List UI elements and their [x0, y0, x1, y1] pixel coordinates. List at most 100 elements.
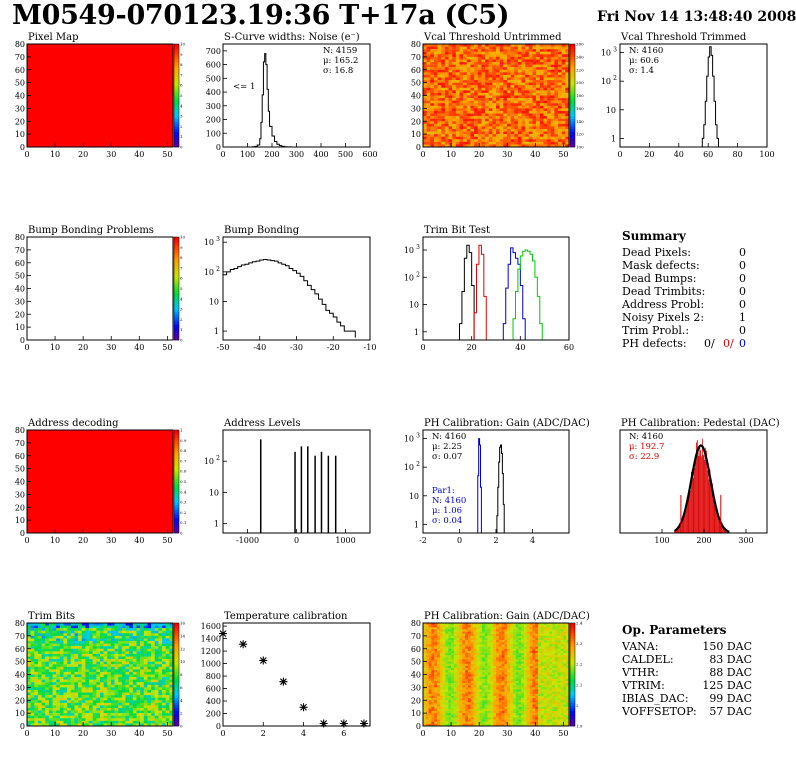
heatmap-cell: [466, 131, 471, 135]
heatmap-cell: [550, 126, 555, 130]
heatmap-cell: [423, 661, 427, 664]
colorbar-cell: [174, 674, 179, 678]
heatmap-cell: [63, 692, 68, 696]
colorbar-cell: [174, 453, 179, 457]
heatmap-cell: [169, 635, 174, 639]
colorbar-tick-label: 140: [576, 119, 584, 124]
heatmap-cell: [426, 134, 431, 137]
heatmap-cell: [506, 95, 511, 99]
heatmap-cell: [514, 105, 519, 109]
colorbar-cell: [174, 139, 179, 143]
heatmap-cell: [121, 638, 126, 642]
colorbar-cell: [174, 311, 179, 315]
colorbar-cell: [174, 126, 179, 130]
heatmap-cell: [121, 707, 126, 711]
heatmap-cell: [473, 717, 477, 720]
heatmap-cell: [565, 49, 570, 52]
heatmap-cell: [59, 633, 64, 637]
heatmap-cell: [92, 669, 97, 673]
y-tick-label: 1: [214, 327, 219, 336]
heatmap-cell: [473, 627, 477, 630]
heatmap-cell: [30, 661, 35, 665]
heatmap-cell: [147, 682, 152, 685]
heatmap-cell: [444, 128, 449, 132]
heatmap-cell: [503, 134, 508, 137]
heatmap-cell: [451, 672, 455, 675]
heatmap-cell: [428, 708, 432, 712]
heatmap-cell: [423, 687, 427, 690]
heatmap-cell: [528, 139, 533, 143]
heatmap-cell: [121, 648, 126, 652]
heatmap-cell: [452, 141, 457, 145]
heatmap-cell: [462, 683, 466, 686]
colorbar-cell: [174, 316, 179, 320]
heatmap-cell: [442, 638, 446, 641]
heatmap-cell: [474, 62, 478, 65]
heatmap-cell: [442, 691, 446, 695]
heatmap-cell: [48, 669, 53, 673]
colorbar-tick-label: 160: [576, 106, 584, 111]
heatmap-cell: [45, 720, 50, 724]
heatmap-cell: [499, 49, 504, 52]
heatmap-cell: [514, 46, 519, 50]
heatmap-cell: [485, 46, 489, 50]
heatmap-cell: [484, 642, 488, 645]
heatmap-cell: [470, 715, 474, 718]
heatmap-cell: [467, 657, 471, 660]
heatmap-cell: [425, 672, 429, 675]
heatmap-cell: [496, 59, 500, 63]
heatmap-cell: [479, 695, 483, 699]
heatmap-cell: [147, 671, 152, 675]
heatmap-cell: [85, 659, 90, 662]
heatmap-cell: [437, 648, 441, 652]
heatmap-cell: [459, 687, 463, 690]
heatmap-cell: [169, 653, 174, 657]
heatmap-cell: [558, 113, 562, 117]
heatmap-cell: [477, 126, 482, 130]
heatmap-cell: [444, 77, 449, 81]
heatmap-cell: [423, 650, 427, 654]
heatmap-cell: [423, 80, 427, 83]
heatmap-cell: [85, 700, 90, 704]
heatmap-cell: [525, 49, 530, 52]
heatmap-cell: [503, 121, 508, 125]
heatmap-cell: [444, 59, 449, 63]
heatmap-cell: [81, 705, 86, 709]
heatmap-cell: [52, 659, 57, 662]
heatmap-cell: [456, 670, 460, 673]
heatmap-cell: [151, 659, 155, 662]
heatmap-cell: [132, 723, 137, 727]
heatmap-cell: [543, 62, 548, 65]
heatmap-cell: [484, 665, 488, 669]
heatmap-cell: [554, 54, 559, 58]
x-tick-label: 30: [106, 343, 116, 352]
heatmap-cell: [536, 103, 540, 106]
heatmap-cell: [423, 678, 427, 682]
heatmap-cell: [74, 671, 79, 675]
heatmap-cell: [439, 648, 443, 652]
heatmap-cell: [452, 139, 457, 143]
heatmap-cell: [455, 141, 460, 145]
heatmap-cell: [514, 113, 519, 117]
colorbar-cell: [174, 301, 179, 305]
y-tick-label: 10: [404, 273, 414, 282]
heatmap-cell: [162, 661, 166, 665]
heatmap-cell: [525, 87, 530, 91]
heatmap-cell: [136, 628, 141, 631]
colorbar-cell: [174, 237, 179, 240]
heatmap-cell: [89, 700, 93, 704]
heatmap-cell: [467, 668, 471, 671]
heatmap-cell: [114, 695, 119, 698]
colorbar-cell: [174, 247, 179, 251]
heatmap-cell: [425, 659, 429, 662]
heatmap-cell: [92, 656, 97, 660]
heatmap-cell: [85, 710, 90, 714]
heatmap-cell: [536, 74, 540, 78]
heatmap-cell: [140, 643, 144, 647]
heatmap-cell: [547, 95, 551, 99]
address-decoding-chart: Address decoding00.10.20.30.40.50.60.70.…: [15, 418, 187, 545]
heatmap-cell: [423, 644, 427, 647]
heatmap-cell: [481, 100, 486, 104]
colorbar-tick-label: 0: [180, 338, 183, 343]
heatmap-cell: [459, 123, 464, 127]
